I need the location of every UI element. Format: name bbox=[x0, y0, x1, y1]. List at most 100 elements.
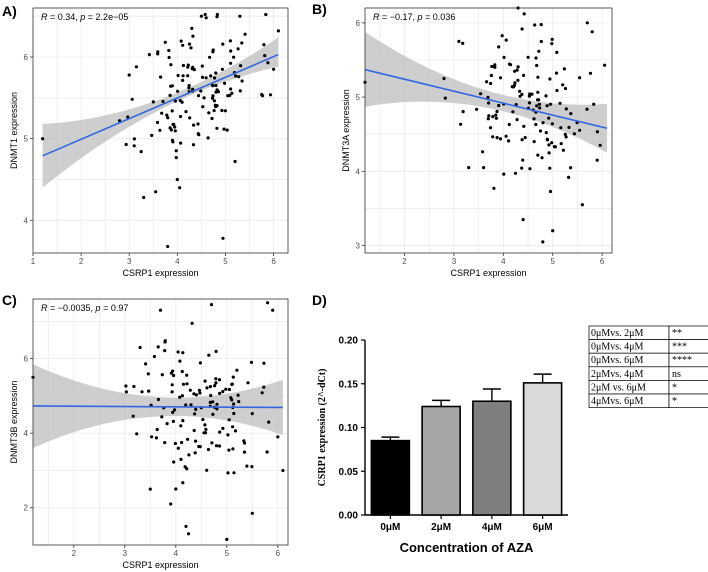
data-point bbox=[155, 427, 159, 432]
data-point bbox=[250, 412, 254, 416]
data-point bbox=[502, 55, 506, 60]
data-point bbox=[250, 465, 254, 469]
data-point bbox=[249, 360, 254, 364]
data-point bbox=[217, 378, 222, 382]
data-point bbox=[245, 464, 249, 468]
data-point bbox=[262, 43, 266, 47]
x-tick-label: 6 bbox=[271, 257, 276, 266]
data-point bbox=[198, 391, 202, 395]
data-point bbox=[521, 218, 525, 222]
data-point bbox=[528, 92, 532, 96]
data-point bbox=[186, 437, 190, 441]
data-point bbox=[603, 63, 607, 67]
data-point bbox=[457, 39, 461, 44]
data-point bbox=[498, 137, 503, 141]
data-point bbox=[497, 45, 501, 49]
data-point bbox=[567, 175, 571, 179]
data-point bbox=[176, 350, 180, 354]
data-point bbox=[193, 451, 197, 455]
x-tick-label: 2 bbox=[72, 549, 77, 558]
data-point bbox=[225, 128, 229, 132]
x-axis-title: Concentration of AZA bbox=[400, 540, 534, 555]
data-point bbox=[559, 126, 563, 130]
data-point bbox=[515, 118, 519, 122]
data-point bbox=[526, 55, 530, 59]
data-point bbox=[174, 149, 178, 153]
data-point bbox=[492, 186, 496, 190]
data-point bbox=[240, 79, 244, 83]
data-point bbox=[544, 94, 548, 98]
comparison-label: 2μMvs. 4μM bbox=[591, 369, 644, 380]
data-point bbox=[178, 114, 183, 119]
data-point bbox=[209, 74, 213, 78]
confidence-band bbox=[365, 31, 608, 153]
data-point bbox=[118, 119, 122, 123]
data-point bbox=[193, 412, 197, 416]
data-point bbox=[536, 75, 540, 79]
data-point bbox=[264, 12, 268, 17]
data-point bbox=[170, 390, 174, 394]
data-point bbox=[139, 150, 143, 154]
data-point bbox=[191, 34, 195, 38]
data-point bbox=[197, 388, 201, 392]
data-point bbox=[213, 76, 217, 80]
data-point bbox=[180, 369, 184, 374]
data-point bbox=[486, 95, 490, 99]
data-point bbox=[215, 402, 219, 406]
x-tick-label: 6 bbox=[276, 549, 281, 558]
data-point bbox=[578, 76, 582, 80]
data-point bbox=[173, 408, 177, 412]
data-point bbox=[221, 390, 225, 394]
data-point bbox=[260, 391, 264, 395]
annotation-r-value: = 0.34, bbox=[48, 12, 81, 22]
data-point bbox=[160, 373, 164, 377]
data-point bbox=[491, 135, 495, 139]
data-point bbox=[535, 104, 539, 108]
data-point bbox=[567, 125, 571, 129]
y-tick-label: 6 bbox=[356, 19, 361, 28]
data-point bbox=[443, 96, 447, 100]
data-point bbox=[211, 400, 215, 404]
data-point bbox=[230, 382, 234, 386]
data-point bbox=[485, 80, 489, 84]
regression-line bbox=[42, 53, 279, 157]
x-tick-label: 0μM bbox=[380, 522, 400, 533]
data-point bbox=[263, 54, 267, 58]
points bbox=[31, 301, 285, 542]
data-point bbox=[578, 128, 582, 132]
comparison-label: 2μM vs. 6μM bbox=[591, 382, 646, 393]
data-point bbox=[536, 98, 540, 102]
data-point bbox=[545, 137, 549, 141]
bar-3 bbox=[522, 382, 563, 516]
annotation-p-symbol: p bbox=[79, 12, 85, 22]
data-point bbox=[181, 74, 185, 78]
data-point bbox=[550, 122, 555, 126]
annotation-r-symbol: R bbox=[41, 303, 48, 313]
data-point bbox=[215, 407, 219, 411]
data-point bbox=[142, 195, 146, 200]
y-tick-label: 0.15 bbox=[339, 379, 359, 390]
data-point bbox=[540, 156, 544, 160]
annotation-p-value: = 0.97 bbox=[101, 303, 129, 313]
data-point bbox=[522, 73, 526, 77]
data-point bbox=[590, 30, 594, 34]
data-point bbox=[214, 377, 218, 381]
data-point bbox=[550, 42, 554, 46]
x-tick-label: 3 bbox=[452, 257, 457, 266]
data-point bbox=[191, 143, 196, 147]
data-point bbox=[497, 103, 501, 108]
data-point bbox=[537, 102, 542, 106]
data-point bbox=[569, 166, 573, 170]
data-point bbox=[208, 400, 212, 404]
data-point bbox=[237, 75, 241, 79]
data-point bbox=[569, 112, 573, 116]
data-point bbox=[173, 129, 177, 133]
data-point bbox=[551, 229, 555, 233]
data-point bbox=[163, 441, 167, 445]
data-point bbox=[226, 433, 230, 437]
data-point bbox=[207, 111, 211, 115]
data-point bbox=[564, 135, 568, 139]
data-point bbox=[158, 128, 162, 132]
data-point bbox=[212, 99, 216, 103]
